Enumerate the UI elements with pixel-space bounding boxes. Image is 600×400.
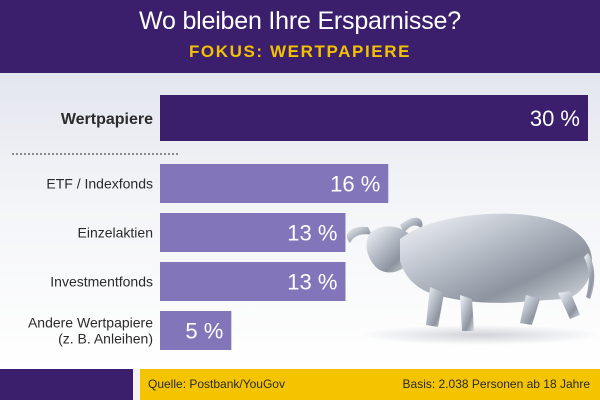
bar: [160, 164, 389, 203]
value-label: 30 %: [530, 106, 580, 131]
source-note: Quelle: Postbank/YouGov: [148, 377, 285, 391]
value-label: 13 %: [287, 269, 337, 294]
category-label: ETF / Indexfonds: [46, 176, 153, 192]
bull-illustration: [346, 213, 600, 345]
category-label: Einzelaktien: [78, 225, 154, 241]
category-label: Investmentfonds: [50, 274, 153, 290]
value-label: 13 %: [287, 220, 337, 245]
chart-subtitle: FOKUS: WERTPAPIERE: [188, 42, 412, 61]
value-label: 16 %: [330, 171, 380, 196]
bar: [160, 213, 346, 252]
footer-bar: Quelle: Postbank/YouGov Basis: 2.038 Per…: [140, 369, 600, 400]
category-label: Andere Wertpapiere: [28, 315, 153, 331]
basis-note: Basis: 2.038 Personen ab 18 Jahre: [402, 377, 590, 391]
category-label: Wertpapiere: [61, 111, 153, 128]
header-banner: Wo bleiben Ihre Ersparnisse? FOKUS: WERT…: [0, 0, 600, 73]
bar: [160, 311, 232, 350]
category-label: (z. B. Anleihen): [58, 331, 153, 347]
bar: [160, 262, 346, 301]
footer-accent: [0, 369, 133, 400]
value-label: 5 %: [185, 318, 223, 343]
bar: [160, 95, 588, 141]
chart-title: Wo bleiben Ihre Ersparnisse?: [139, 7, 461, 35]
